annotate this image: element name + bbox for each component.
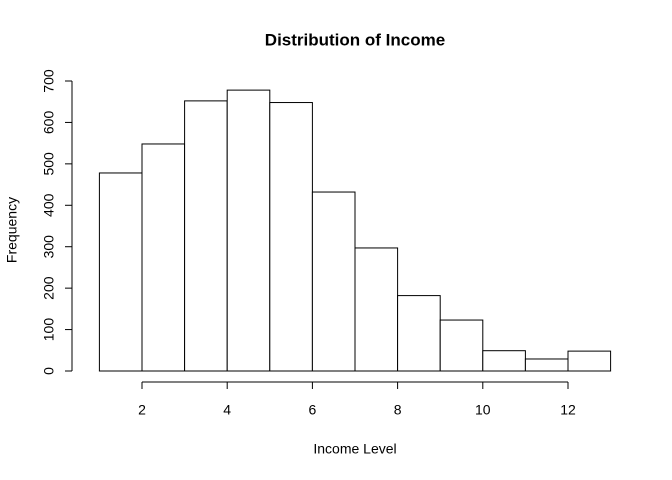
bar [311,191,356,372]
y-tick-label: 700 [41,69,57,93]
bar [567,350,612,372]
y-axis-label: Frequency [4,197,20,263]
bar [226,89,271,372]
bar [184,100,228,372]
bar [482,350,526,372]
x-tick-label: 2 [138,402,146,418]
x-axis-label: Income Level [313,441,396,457]
y-tick-label: 300 [41,235,57,259]
bar [524,358,569,372]
x-tick-label: 10 [475,402,491,418]
bar [141,143,186,372]
x-tick-label: 6 [309,402,317,418]
x-tick-label: 12 [560,402,576,418]
bar [439,319,484,372]
y-tick-label: 500 [41,152,57,176]
bar [397,295,441,372]
bar [98,172,143,372]
y-tick-label: 600 [41,111,57,135]
y-tick-label: 200 [41,276,57,300]
x-tick-label: 8 [394,402,402,418]
bar [269,102,313,372]
y-tick-label: 0 [41,367,57,375]
x-tick-label: 4 [223,402,231,418]
y-tick-label: 400 [41,193,57,217]
bar [354,247,399,372]
y-tick-label: 100 [41,318,57,342]
chart-title: Distribution of Income [265,30,445,49]
